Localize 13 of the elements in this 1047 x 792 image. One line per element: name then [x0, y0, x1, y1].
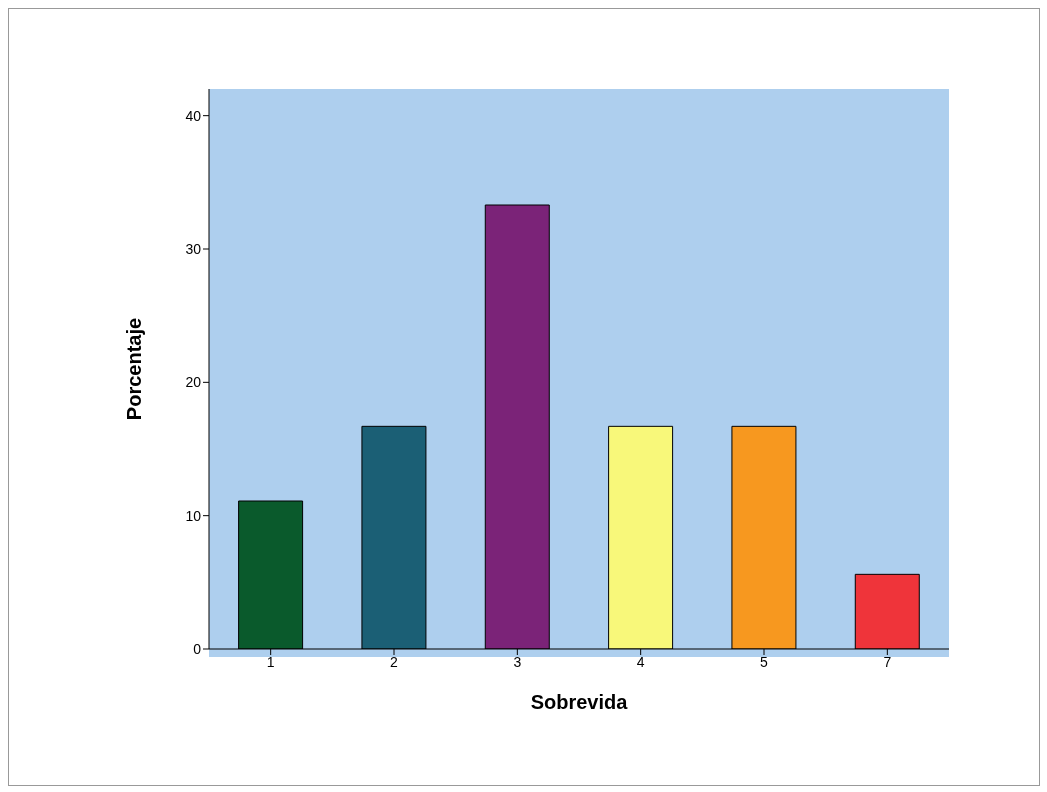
y-axis-title: Porcentaje [123, 317, 146, 421]
y-tick-label: 10 [185, 507, 202, 524]
y-tick-label: 30 [185, 240, 202, 257]
x-tick-label: 3 [513, 653, 522, 670]
y-tick-label: 40 [185, 107, 202, 124]
x-tick-label: 2 [390, 653, 399, 670]
x-tick-label: 4 [636, 653, 645, 670]
x-tick-label: 5 [760, 653, 769, 670]
y-tick-label: 20 [185, 374, 202, 391]
x-tick-label: 1 [266, 653, 275, 670]
y-tick-label: 0 [193, 640, 202, 657]
x-axis-title: Sobrevida [530, 691, 629, 713]
x-tick-label: 7 [883, 653, 892, 670]
